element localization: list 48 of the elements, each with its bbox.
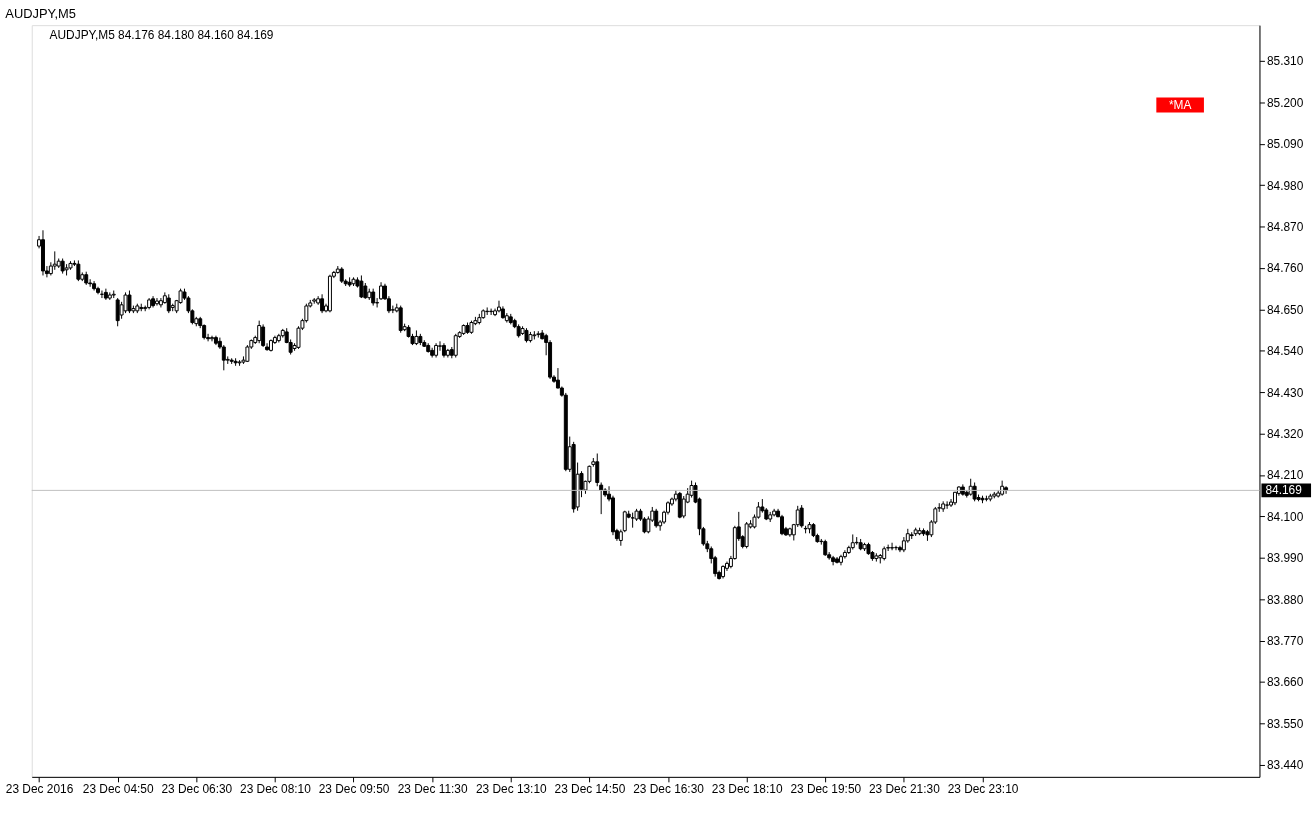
candlestick	[438, 340, 442, 352]
y-tick-label: 84.100	[1266, 509, 1304, 524]
y-tick-label: 84.980	[1266, 178, 1304, 193]
x-tick-label: 23 Dec 09:50	[318, 782, 390, 797]
x-tick-label: 23 Dec 2016	[5, 782, 74, 797]
x-tick-label: 23 Dec 18:10	[711, 782, 783, 797]
annotation: *MA	[1168, 98, 1192, 113]
x-tick-label: 23 Dec 14:50	[554, 782, 626, 797]
x-tick-label: 23 Dec 19:50	[790, 782, 862, 797]
y-tick-label: 84.870	[1266, 219, 1304, 234]
candlestick	[595, 453, 600, 487]
y-tick-label: 83.770	[1266, 634, 1304, 649]
candlestick	[654, 508, 659, 529]
candlestick	[485, 306, 490, 316]
chart-title: AUDJPY,M5	[5, 6, 76, 22]
x-tick-label: 23 Dec 21:30	[869, 782, 941, 797]
x-tick-label: 23 Dec 23:10	[947, 782, 1019, 797]
y-tick-label: 85.200	[1266, 95, 1304, 110]
x-tick-label: 23 Dec 11:30	[397, 782, 468, 797]
x-tick-label: 23 Dec 13:10	[475, 782, 548, 797]
y-tick-label: 83.660	[1266, 675, 1304, 690]
candlestick	[261, 323, 266, 348]
y-tick-label: 83.880	[1266, 592, 1304, 607]
candlestick	[257, 320, 262, 344]
x-tick-label: 23 Dec 16:30	[633, 782, 705, 797]
y-tick-label: 84.760	[1266, 261, 1304, 276]
y-tick-label: 84.210	[1266, 468, 1304, 483]
candlestick	[1004, 485, 1009, 495]
annotation: AUDJPY,M5 84.176 84.180 84.160 84.169	[49, 28, 274, 43]
x-tick-label: 23 Dec 06:30	[161, 782, 233, 797]
y-tick-label: 85.310	[1266, 54, 1304, 69]
x-tick-label: 23 Dec 04:50	[82, 782, 154, 797]
y-tick-label: 84.650	[1266, 302, 1304, 317]
y-tick-label: 85.090	[1266, 137, 1304, 152]
candlestick	[799, 504, 804, 529]
y-tick-label: 84.540	[1266, 344, 1304, 359]
candlestick	[890, 542, 895, 551]
candlestick	[780, 514, 784, 536]
candlestick	[681, 495, 686, 519]
candlestick	[210, 335, 214, 342]
y-tick-label: 83.990	[1266, 551, 1304, 566]
y-tick-label: 84.430	[1266, 385, 1304, 400]
y-tick-label: 83.550	[1266, 716, 1304, 731]
x-tick-label: 23 Dec 08:10	[240, 782, 312, 797]
ref-line-label: 84.169	[1265, 483, 1303, 498]
candlestick	[52, 250, 57, 271]
y-tick-label: 84.320	[1266, 427, 1304, 442]
y-tick-label: 83.440	[1266, 758, 1304, 773]
